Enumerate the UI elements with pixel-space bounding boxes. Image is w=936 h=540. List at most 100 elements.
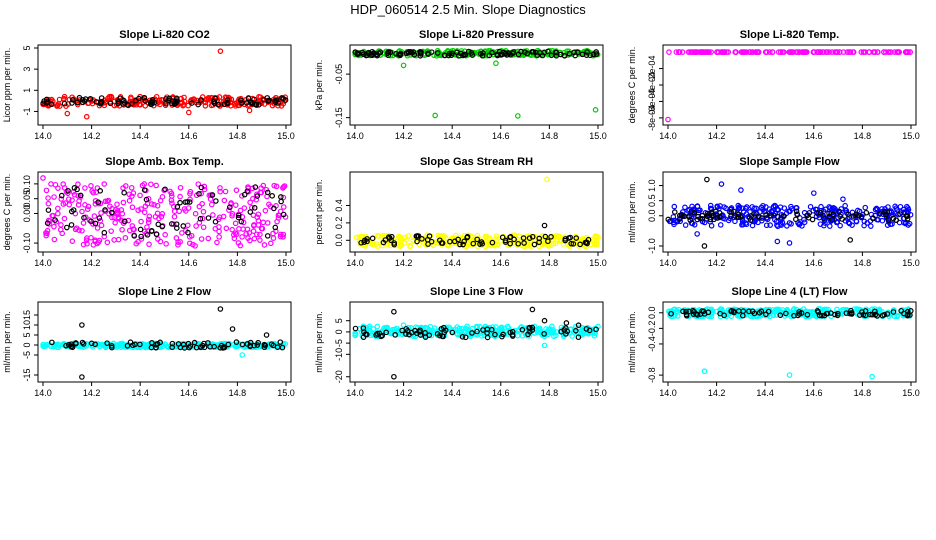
data-point-subset — [163, 100, 169, 107]
data-point-all — [58, 196, 65, 202]
data-point-all — [251, 235, 258, 242]
y-axis-label: degrees C per min. — [627, 47, 637, 124]
data-point-all — [842, 202, 848, 209]
data-point-subset-outlier — [391, 308, 397, 315]
data-point-all — [799, 49, 806, 55]
data-point-subset — [97, 188, 104, 194]
data-point-all-outlier — [64, 110, 71, 117]
data-point-all — [666, 49, 672, 55]
data-point-all — [226, 207, 232, 213]
plot-frame — [37, 171, 292, 253]
x-tick-label: 14.8 — [541, 131, 559, 141]
data-point-all — [464, 323, 470, 330]
data-point-subset — [383, 329, 389, 336]
data-point-all — [817, 49, 824, 55]
data-point-all — [94, 341, 101, 348]
data-point-subset — [884, 209, 890, 215]
data-point-all — [896, 49, 903, 55]
x-tick-label: 15.0 — [902, 258, 920, 268]
data-point-subset — [371, 50, 378, 56]
data-point-all — [749, 204, 755, 210]
data-point-all — [784, 223, 790, 229]
data-point-subset — [795, 312, 801, 319]
data-point-all — [807, 203, 814, 210]
data-point-all — [143, 230, 150, 237]
data-point-subset — [507, 234, 513, 241]
data-point-all — [539, 232, 546, 239]
data-point-all — [91, 213, 98, 219]
x-tick-label: 14.6 — [805, 258, 823, 268]
data-point-subset — [507, 240, 513, 247]
data-point-all — [232, 101, 238, 107]
data-point-all — [260, 219, 267, 226]
plot-frame — [349, 171, 604, 253]
data-point-all — [849, 222, 855, 228]
data-point-all — [594, 240, 600, 247]
data-point-all — [125, 217, 132, 224]
data-point-subset — [169, 340, 176, 347]
data-point-all — [787, 49, 794, 55]
data-point-all — [772, 210, 778, 217]
data-point-all — [182, 208, 189, 214]
data-point-all — [439, 233, 446, 240]
data-point-all-outlier — [217, 48, 224, 54]
x-tick-label: 14.8 — [541, 388, 559, 398]
data-point-all — [221, 197, 228, 204]
data-point-all — [55, 205, 61, 212]
data-point-subset — [804, 311, 811, 318]
data-point-all — [88, 234, 94, 241]
data-point-subset — [247, 342, 254, 349]
data-point-subset — [177, 199, 183, 206]
data-point-subset — [65, 187, 71, 194]
data-point-subset — [732, 213, 739, 219]
data-point-all — [98, 222, 105, 229]
data-point-subset — [175, 341, 182, 347]
data-point-all — [61, 215, 68, 222]
data-point-subset — [502, 237, 509, 244]
x-tick-label: 15.0 — [277, 258, 295, 268]
y-tick-label: -0.2 — [647, 321, 657, 337]
data-point-all — [697, 49, 703, 55]
data-point-subset — [184, 199, 191, 205]
x-tick-label: 14.2 — [708, 258, 726, 268]
data-point-all — [697, 207, 703, 213]
data-point-all — [760, 202, 766, 209]
data-point-all — [126, 191, 133, 198]
data-point-all — [465, 330, 471, 336]
data-point-all — [493, 233, 500, 239]
data-point-all — [781, 205, 788, 211]
data-point-subset — [480, 50, 486, 56]
data-point-all — [216, 234, 222, 240]
data-point-subset — [793, 216, 799, 223]
data-point-all — [94, 240, 101, 247]
data-point-all — [157, 197, 164, 204]
data-point-subset — [676, 212, 683, 219]
data-point-all — [771, 202, 778, 209]
data-point-all — [777, 49, 784, 55]
data-point-subset — [48, 101, 55, 108]
data-point-all — [575, 240, 582, 246]
data-point-all — [239, 193, 245, 199]
data-point-all — [126, 197, 133, 204]
x-tick-label: 14.2 — [395, 388, 413, 398]
y-tick-label: -1.0 — [647, 238, 657, 254]
data-point-subset — [464, 233, 471, 240]
data-point-all — [169, 200, 175, 206]
x-tick-label: 14.6 — [180, 258, 198, 268]
data-point-subset-outlier — [541, 317, 548, 324]
data-point-all — [45, 195, 51, 201]
data-point-all — [281, 183, 288, 189]
data-point-subset — [877, 211, 883, 217]
data-point-subset — [545, 48, 551, 55]
data-point-all — [459, 331, 465, 337]
data-point-all-outlier — [774, 238, 781, 245]
data-point-all — [55, 210, 61, 217]
data-point-subset — [805, 214, 812, 221]
data-point-all — [454, 324, 461, 330]
data-point-subset — [157, 339, 163, 346]
data-point-all — [671, 221, 677, 228]
data-point-all — [826, 223, 833, 229]
data-point-all — [179, 99, 185, 106]
data-point-all — [708, 222, 715, 229]
data-point-subset — [76, 94, 83, 101]
